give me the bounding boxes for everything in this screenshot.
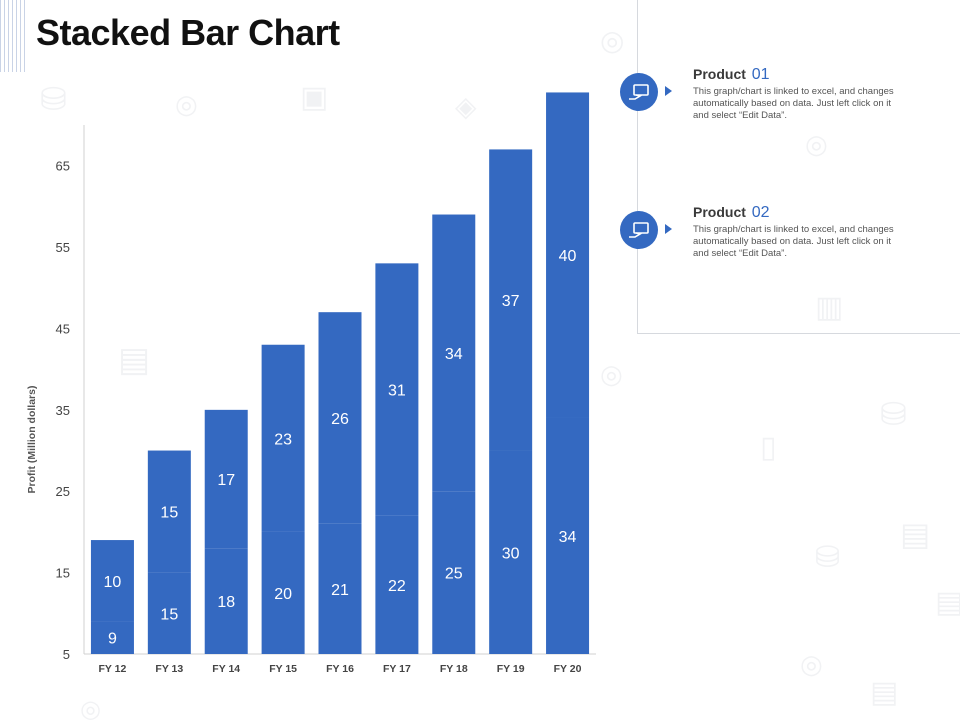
x-tick-label: FY 16 xyxy=(326,663,354,675)
y-tick-label: 35 xyxy=(56,403,70,418)
y-tick-label: 15 xyxy=(56,566,70,581)
bar-data-label: 23 xyxy=(274,431,292,448)
page-title: Stacked Bar Chart xyxy=(36,12,340,53)
legend-number: 01 xyxy=(751,66,770,83)
x-tick-label: FY 14 xyxy=(212,663,240,675)
legend-panel xyxy=(637,0,960,334)
legend-icon-circle xyxy=(620,211,658,249)
bar-segment xyxy=(204,409,248,549)
legend-description: This graph/chart is linked to excel, and… xyxy=(693,86,894,121)
y-tick-label: 25 xyxy=(56,484,70,499)
decorative-stripes xyxy=(0,0,26,72)
legend-description: This graph/chart is linked to excel, and… xyxy=(693,224,894,259)
legend-number: 02 xyxy=(751,204,770,221)
x-tick-label: FY 19 xyxy=(497,663,525,675)
bar-data-label: 15 xyxy=(160,505,178,522)
bar-data-label: 15 xyxy=(160,606,178,623)
hand-document-icon xyxy=(629,222,649,238)
bar-data-label: 25 xyxy=(445,566,463,583)
bar-data-label: 10 xyxy=(104,574,122,591)
y-tick-label: 55 xyxy=(56,240,70,255)
legend-arrow-icon xyxy=(665,86,672,96)
bar-segment xyxy=(90,540,134,622)
bar-data-label: 26 xyxy=(331,411,349,428)
bar-data-label: 34 xyxy=(559,529,577,546)
y-tick-label: 5 xyxy=(63,647,70,662)
bar-data-label: 21 xyxy=(331,582,349,599)
x-tick-label: FY 20 xyxy=(554,663,582,675)
legend-label: Product xyxy=(693,66,750,82)
legend-label: Product xyxy=(693,204,750,220)
bar-data-label: 9 xyxy=(108,631,117,648)
bar-data-label: 31 xyxy=(388,383,406,400)
bar-segment xyxy=(432,491,476,654)
bar-segment xyxy=(147,572,191,654)
bar-segment xyxy=(318,312,362,524)
bar-segment xyxy=(147,450,191,573)
bar-segment xyxy=(90,621,134,654)
bar-segment xyxy=(375,515,419,654)
bar-segment xyxy=(261,531,305,654)
bar-data-label: 30 xyxy=(502,545,520,562)
x-tick-label: FY 17 xyxy=(383,663,411,675)
bar-data-label: 34 xyxy=(445,346,463,363)
legend-item-product-01: Product 01 This graph/chart is linked to… xyxy=(620,66,950,163)
legend-item-product-02: Product 02 This graph/chart is linked to… xyxy=(620,204,950,301)
bar-segment xyxy=(546,92,590,418)
bar-segment xyxy=(375,263,419,516)
legend-heading: Product 01 xyxy=(693,66,770,84)
bar-segment xyxy=(489,450,533,654)
bar-data-label: 22 xyxy=(388,578,406,595)
legend-icon-circle xyxy=(620,73,658,111)
x-tick-label: FY 13 xyxy=(155,663,183,675)
bar-segment xyxy=(489,149,533,451)
x-tick-label: FY 18 xyxy=(440,663,468,675)
bar-data-label: 17 xyxy=(217,472,235,489)
bar-segment xyxy=(546,417,590,654)
x-tick-label: FY 15 xyxy=(269,663,297,675)
bar-data-label: 20 xyxy=(274,586,292,603)
x-tick-label: FY 12 xyxy=(99,663,127,675)
hand-document-icon xyxy=(629,84,649,100)
bar-data-label: 37 xyxy=(502,293,520,310)
legend-arrow-icon xyxy=(665,224,672,234)
bar-segment xyxy=(432,214,476,492)
y-tick-label: 45 xyxy=(56,321,70,336)
bar-segment xyxy=(204,548,248,654)
legend-heading: Product 02 xyxy=(693,204,770,222)
bar-segment xyxy=(261,344,305,532)
bar-segment xyxy=(318,523,362,654)
bar-data-label: 18 xyxy=(217,594,235,611)
y-tick-label: 65 xyxy=(56,159,70,174)
bar-data-label: 40 xyxy=(559,248,577,265)
y-axis-label: Profit (Million dollars) xyxy=(26,386,38,494)
